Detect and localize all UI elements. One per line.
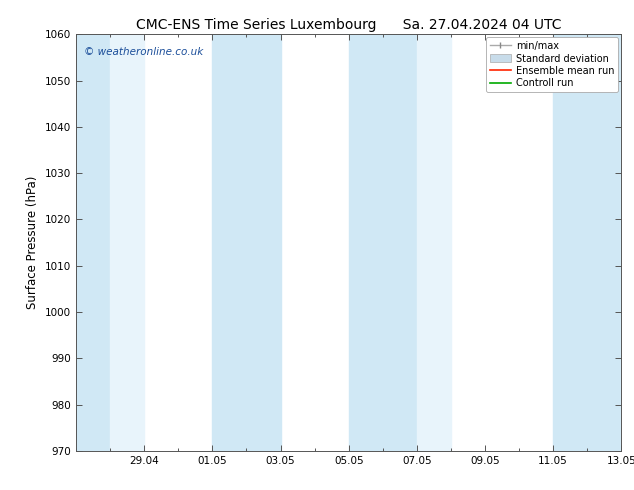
- Bar: [621, 34, 634, 451]
- Title: CMC-ENS Time Series Luxembourg      Sa. 27.04.2024 04 UTC: CMC-ENS Time Series Luxembourg Sa. 27.04…: [136, 18, 562, 32]
- Bar: [417, 34, 451, 451]
- Y-axis label: Surface Pressure (hPa): Surface Pressure (hPa): [27, 176, 39, 309]
- Bar: [76, 34, 110, 451]
- Bar: [349, 34, 417, 451]
- Bar: [212, 34, 280, 451]
- Legend: min/max, Standard deviation, Ensemble mean run, Controll run: min/max, Standard deviation, Ensemble me…: [486, 37, 618, 92]
- Bar: [110, 34, 144, 451]
- Text: © weatheronline.co.uk: © weatheronline.co.uk: [84, 47, 204, 57]
- Bar: [553, 34, 621, 451]
